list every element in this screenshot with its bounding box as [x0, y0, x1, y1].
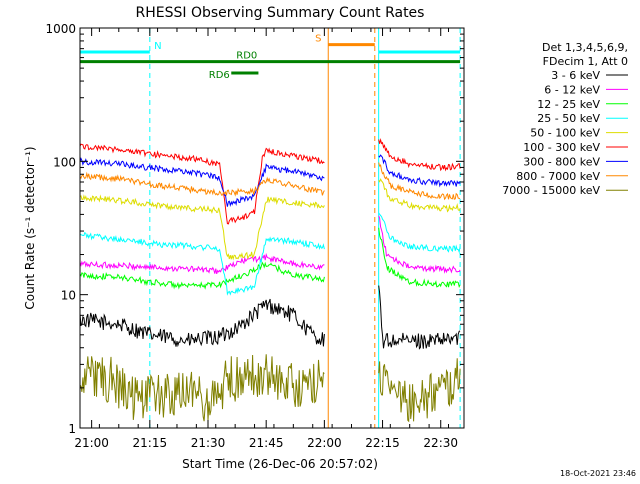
series-line-3-seg-0 [79, 231, 325, 296]
series-line-0-seg-0 [79, 298, 325, 348]
legend-label-0: 3 - 6 keV [551, 69, 600, 82]
x-tick-label-1: 21:15 [133, 436, 168, 450]
series-line-1-seg-0 [79, 252, 325, 275]
x-tick-label-2: 21:30 [191, 436, 226, 450]
series-line-5-seg-1 [378, 137, 461, 172]
legend-header-1: FDecim 1, Att 0 [543, 55, 628, 68]
series-line-6-seg-0 [79, 157, 325, 207]
x-tick-label-0: 21:00 [74, 436, 109, 450]
series-line-4-seg-1 [378, 178, 461, 213]
series-line-3-seg-1 [378, 212, 461, 254]
series-line-5-seg-0 [79, 143, 325, 225]
series-line-6-seg-1 [378, 154, 461, 188]
plot-frame [79, 27, 465, 429]
x-axis-label: Start Time (26-Dec-06 20:57:02) [182, 457, 378, 471]
series-line-4-seg-0 [79, 194, 325, 261]
x-tick-label-3: 21:45 [249, 436, 284, 450]
series-line-7-seg-1 [378, 162, 461, 201]
series-line-1-seg-1 [378, 215, 461, 274]
series-line-2-seg-0 [79, 261, 325, 290]
legend-label-3: 25 - 50 keV [537, 112, 600, 125]
state-label-rd0: RD0 [236, 51, 257, 62]
state-label-n: N [154, 41, 161, 52]
series-line-2-seg-1 [378, 227, 461, 288]
series-line-0-seg-1 [378, 285, 461, 350]
chart-title: RHESSI Observing Summary Count Rates [136, 5, 425, 21]
y-axis-label: Count Rate (s⁻¹ detector⁻¹) [23, 146, 37, 309]
footer-timestamp: 18-Oct-2021 23:46 [560, 469, 636, 478]
legend-label-5: 100 - 300 keV [523, 141, 600, 154]
state-label-s: S [315, 34, 321, 45]
series-line-8-seg-1 [378, 358, 461, 423]
y-tick-label-1: 10 [61, 289, 76, 303]
plot-content: N S RD0 RD6 [79, 28, 461, 428]
legend-label-8: 7000 - 15000 keV [502, 184, 600, 197]
axes: 1 10 100 1000 21:00 21:15 21:30 21:45 22:00 22:15… [45, 22, 464, 450]
legend: Det 1,3,4,5,6,9,FDecim 1, Att 03 - 6 keV… [502, 41, 628, 197]
legend-label-2: 12 - 25 keV [537, 98, 600, 111]
series-line-7-seg-0 [79, 171, 325, 197]
legend-label-7: 800 - 7000 keV [516, 170, 600, 183]
y-tick-label-0: 1 [68, 422, 76, 436]
state-label-rd6: RD6 [209, 70, 230, 81]
legend-label-4: 50 - 100 keV [530, 127, 600, 140]
x-tick-label-6: 22:30 [423, 436, 458, 450]
legend-header-0: Det 1,3,4,5,6,9, [542, 41, 628, 54]
x-tick-label-5: 22:15 [365, 436, 400, 450]
x-tick-label-4: 22:00 [307, 436, 342, 450]
legend-label-6: 300 - 800 keV [523, 155, 600, 168]
legend-label-1: 6 - 12 keV [544, 83, 600, 96]
series-line-8-seg-0 [79, 354, 325, 422]
y-tick-label-3: 1000 [45, 22, 76, 36]
y-tick-label-2: 100 [53, 155, 76, 169]
